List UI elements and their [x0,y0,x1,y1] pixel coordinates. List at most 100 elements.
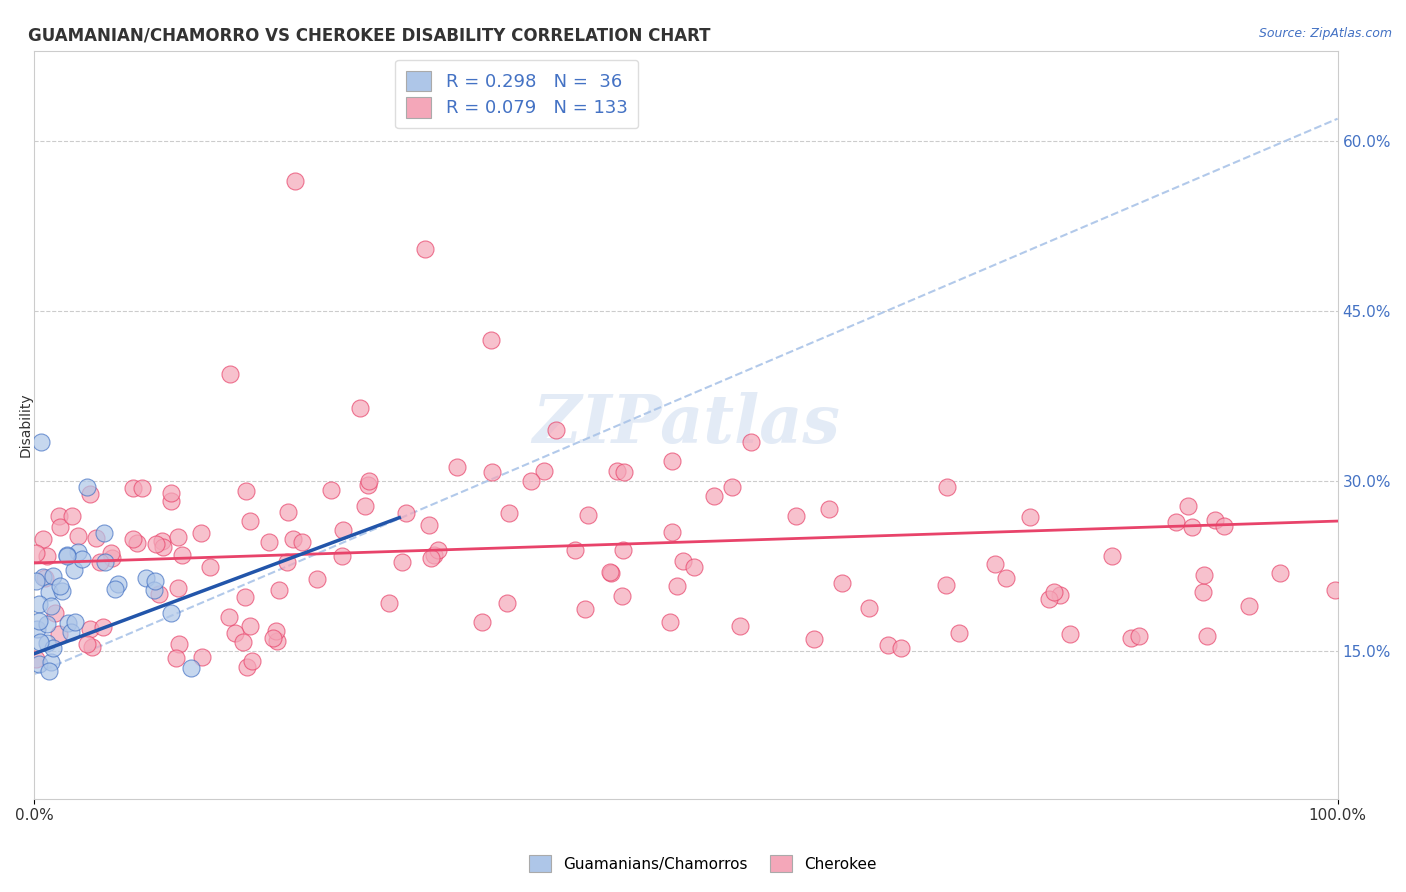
Point [160,493,183,508]
Point [48,520,70,534]
Point [1181,519,1204,533]
Point [349,401,371,415]
Text: Source: ZipAtlas.com: Source: ZipAtlas.com [1258,27,1392,40]
Point [62,563,84,577]
Point [606,464,628,478]
Point [167,530,190,544]
Point [76,480,98,494]
Point [143,574,166,588]
Point [31,570,53,584]
Point [307,572,329,586]
Point [70,552,93,566]
Point [67,529,90,543]
Point [426,543,449,558]
Point [803,632,825,646]
Point [235,484,257,499]
Point [876,638,898,652]
Point [721,479,744,493]
Point [576,508,599,523]
Point [100,545,122,559]
Point [84,531,107,545]
Point [1177,499,1199,513]
Point [533,464,555,478]
Point [359,474,381,488]
Point [330,549,353,564]
Point [481,466,503,480]
Point [180,661,202,675]
Point [319,483,342,497]
Point [25,622,48,636]
Point [420,550,443,565]
Point [831,575,853,590]
Point [610,590,633,604]
Point [66,545,89,559]
Point [198,560,221,574]
Point [983,558,1005,572]
Point [496,596,519,610]
Point [471,615,494,630]
Point [266,624,288,639]
Point [135,571,157,585]
Point [28,635,51,649]
Point [1204,513,1226,527]
Point [42,640,65,655]
Point [170,548,193,562]
Point [160,606,183,620]
Point [661,454,683,468]
Point [42,568,65,582]
Point [599,565,621,579]
Point [239,514,262,528]
Point [519,475,541,489]
Point [948,625,970,640]
Point [49,579,72,593]
Point [76,636,98,650]
Point [284,174,307,188]
Legend: R = 0.298   N =  36, R = 0.079   N = 133: R = 0.298 N = 36, R = 0.079 N = 133 [395,60,638,128]
Point [104,582,127,596]
Point [730,619,752,633]
Point [165,651,187,665]
Point [142,582,165,597]
Point [121,533,143,547]
Point [935,578,957,592]
Point [1043,585,1066,599]
Point [740,434,762,449]
Point [131,482,153,496]
Point [1121,632,1143,646]
Point [56,616,79,631]
Point [1213,519,1236,533]
Text: GUAMANIAN/CHAMORRO VS CHEROKEE DISABILITY CORRELATION CHART: GUAMANIAN/CHAMORRO VS CHEROKEE DISABILIT… [28,27,710,45]
Point [48,627,70,641]
Point [600,566,623,580]
Point [160,486,183,500]
Point [89,555,111,569]
Point [31,532,53,546]
Point [41,655,63,669]
Point [276,555,298,569]
Point [277,505,299,519]
Point [218,367,240,381]
Point [82,640,104,654]
Point [498,507,520,521]
Point [107,577,129,591]
Point [238,619,260,633]
Point [48,509,70,524]
Point [564,543,586,558]
Point [1049,588,1071,602]
Point [415,242,437,256]
Point [1059,627,1081,641]
Point [613,465,636,479]
Point [574,602,596,616]
Point [391,555,413,569]
Point [858,601,880,615]
Point [1270,566,1292,580]
Point [93,525,115,540]
Point [612,542,634,557]
Point [377,596,399,610]
Point [1128,630,1150,644]
Point [35,616,58,631]
Point [191,650,214,665]
Point [479,333,502,347]
Point [1195,629,1218,643]
Point [818,502,841,516]
